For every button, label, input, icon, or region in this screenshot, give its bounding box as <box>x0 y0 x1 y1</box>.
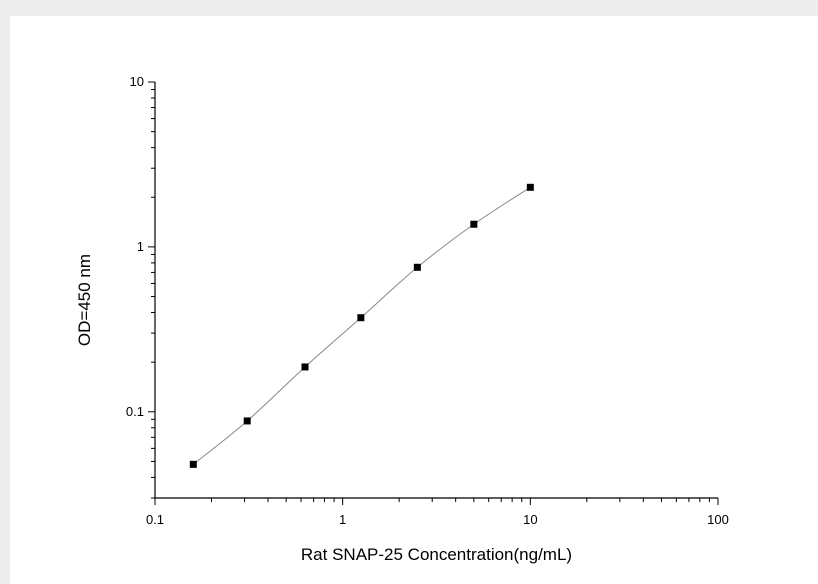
y-axis-title: OD=450 nm <box>75 254 94 346</box>
y-tick-label: 1 <box>137 239 144 254</box>
chart-panel: 0.1 1 10 100 0.1 1 10 Rat SNAP-25 Concentratio… <box>10 16 818 584</box>
x-axis-title: Rat SNAP-25 Concentration(ng/mL) <box>301 545 572 564</box>
data-point <box>526 183 534 191</box>
chart: 0.1 1 10 100 0.1 1 10 Rat SNAP-25 Concentratio… <box>75 74 729 564</box>
data-point <box>301 363 309 371</box>
axes <box>154 82 718 499</box>
data-point <box>357 314 365 322</box>
x-tick-label: 100 <box>707 512 729 527</box>
data-point <box>413 263 421 271</box>
tick-labels: 0.1 1 10 100 0.1 1 10 <box>126 74 729 527</box>
data-points <box>189 183 534 468</box>
data-point <box>189 460 197 468</box>
x-tick-label: 1 <box>339 512 346 527</box>
data-point <box>470 220 478 228</box>
x-tick-label: 0.1 <box>146 512 164 527</box>
ticks <box>148 81 719 505</box>
y-tick-label: 0.1 <box>126 404 144 419</box>
y-tick-label: 10 <box>130 74 144 89</box>
x-tick-label: 10 <box>523 512 537 527</box>
data-point <box>243 417 251 425</box>
